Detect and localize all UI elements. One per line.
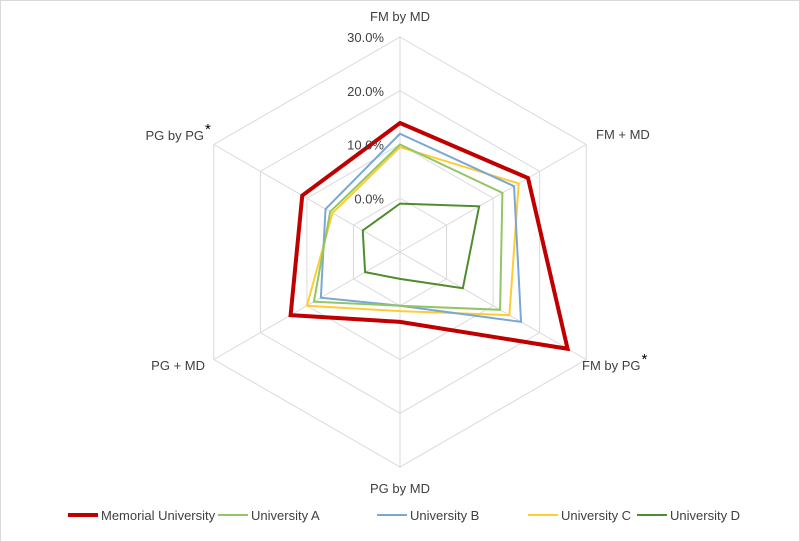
tick-label: 30.0%	[347, 30, 384, 45]
asterisk-marker: *	[642, 351, 648, 368]
tick-label: 0.0%	[354, 191, 384, 206]
series-university-d	[361, 202, 481, 290]
series-layer	[288, 120, 571, 352]
legend-label: University D	[670, 508, 740, 523]
legend-label: University A	[251, 508, 320, 523]
axis-label-pg-by-pg: PG by PG	[145, 128, 204, 143]
tick-labels: 0.0% 10.0% 20.0% 30.0%	[347, 30, 384, 206]
radar-grid	[213, 36, 587, 468]
axis-label-fm-by-pg: FM by PG	[582, 358, 641, 373]
grid-spoke	[399, 251, 587, 360]
tick-label: 10.0%	[347, 138, 384, 153]
legend-label: University C	[561, 508, 631, 523]
tick-label: 20.0%	[347, 84, 384, 99]
grid-spoke	[213, 144, 401, 253]
legend: Memorial University University A Universit…	[68, 508, 740, 523]
series-university-a	[312, 143, 504, 311]
legend-label: Memorial University	[101, 508, 216, 523]
grid-spoke	[399, 144, 587, 253]
axis-label-fm-md: FM + MD	[596, 127, 650, 142]
series-university-c	[305, 146, 520, 317]
legend-label: University B	[410, 508, 479, 523]
series-memorial-university	[288, 120, 571, 352]
axis-label-fm-by-md: FM by MD	[370, 9, 430, 24]
axis-label-pg-by-md: PG by MD	[370, 481, 430, 496]
asterisk-marker: *	[205, 121, 211, 138]
axis-label-pg-md: PG + MD	[151, 358, 205, 373]
